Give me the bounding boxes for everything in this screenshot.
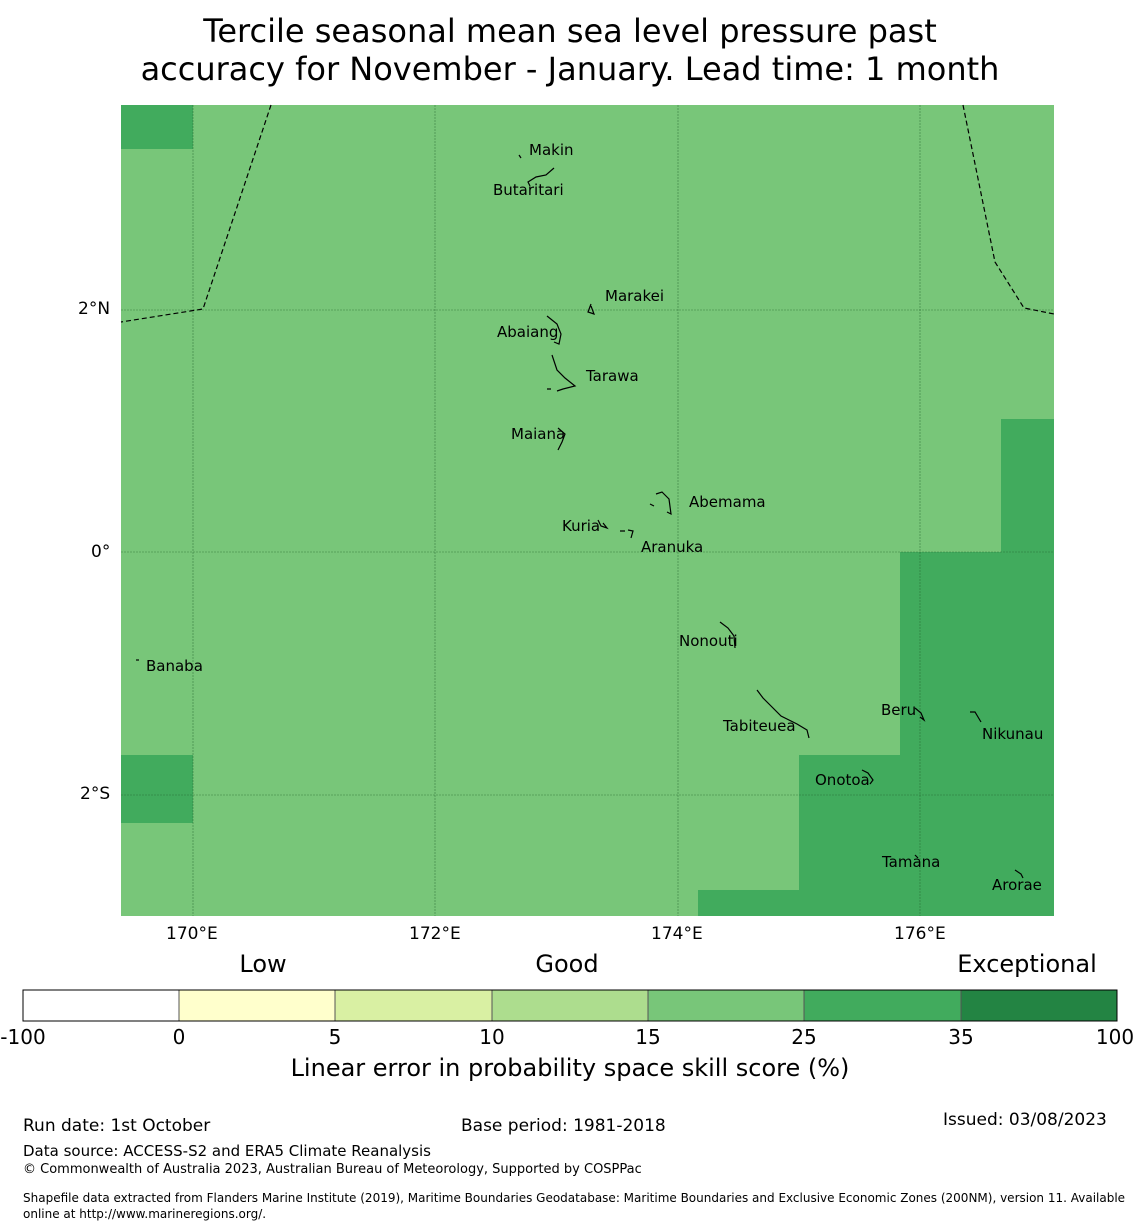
colorbar-segment	[492, 990, 648, 1021]
colorbar-segment	[804, 990, 961, 1021]
island-label-arorae: Arorae	[992, 876, 1042, 894]
abemama-outline	[649, 491, 672, 516]
lon-label-170e: 170°E	[166, 924, 218, 944]
nonouti-outline	[719, 621, 736, 649]
map-title-line-1: Tercile seasonal mean sea level pressure…	[203, 12, 937, 50]
island-label-tabiteuea: Tabiteuea	[723, 717, 796, 735]
colorbar-segment	[179, 990, 335, 1021]
onotoa-outline	[861, 769, 874, 785]
colorbar-segment	[335, 990, 492, 1021]
colorbar-outline	[22, 989, 1118, 1022]
colorbar-category-low: Low	[239, 950, 287, 978]
skill-cell-high	[121, 105, 193, 149]
tabiteuea-outline	[756, 689, 810, 739]
island-label-butaritari: Butaritari	[493, 181, 564, 199]
skill-cell-high	[799, 755, 1054, 916]
aranuka-outline	[620, 529, 634, 539]
butaritari-outline	[527, 167, 555, 187]
island-label-onotoa: Onotoa	[815, 771, 870, 789]
lat-label-2n: 2°N	[78, 299, 111, 319]
nikunau-outline	[970, 711, 982, 723]
makin-outline	[518, 154, 522, 159]
colorbar-tick-label: 100	[1095, 1025, 1135, 1049]
lat-label-2s: 2°S	[80, 784, 111, 804]
map-title: Tercile seasonal mean sea level pressure…	[0, 12, 1140, 88]
tarawa-outline	[547, 354, 577, 392]
skill-cell-high	[1001, 419, 1054, 552]
colorbar-category-good: Good	[535, 950, 599, 978]
copyright: © Commonwealth of Australia 2023, Austra…	[23, 1162, 642, 1177]
data-source: Data source: ACCESS-S2 and ERA5 Climate …	[23, 1142, 431, 1160]
colorbar-segment	[648, 990, 804, 1021]
island-label-tamana: Tamana	[882, 853, 941, 871]
island-label-makin: Makin	[529, 141, 574, 159]
shapefile-credit-line-2: online at http://www.marineregions.org/.	[23, 1207, 267, 1221]
colorbar-title: Linear error in probability space skill …	[290, 1054, 850, 1082]
lon-label-174e: 174°E	[651, 924, 703, 944]
island-label-aranuka: Aranuka	[641, 538, 704, 556]
eez-boundary-east	[962, 104, 1055, 315]
colorbar-segment	[23, 990, 179, 1021]
beru-outline	[914, 707, 926, 722]
abaiang-outline	[546, 315, 562, 345]
colorbar-tick-label: -100	[0, 1025, 46, 1049]
colorbar-tick-label: 0	[172, 1025, 186, 1049]
graticule	[121, 105, 1054, 916]
island-label-tarawa: Tarawa	[586, 367, 639, 385]
colorbar-tick-label: 25	[791, 1025, 817, 1049]
island-label-banaba: Banaba	[146, 657, 203, 675]
island-label-nonouti: Nonouti	[679, 632, 738, 650]
island-label-abemama: Abemama	[689, 493, 766, 511]
island-outlines	[136, 154, 1024, 879]
lat-label-0: 0°	[91, 542, 111, 562]
shapefile-credit-line-1: Shapefile data extracted from Flanders M…	[23, 1191, 1126, 1205]
kuria-outline	[597, 519, 609, 530]
colorbar-tick-label: 10	[479, 1025, 505, 1049]
island-label-maiana: Maiana	[511, 425, 566, 443]
island-label-nikunau: Nikunau	[982, 725, 1044, 743]
maiana-outline	[557, 427, 566, 451]
island-label-abaiang: Abaiang	[497, 323, 559, 341]
lon-label-176e: 176°E	[894, 924, 946, 944]
skill-cell-high	[698, 890, 799, 916]
base-period: Base period: 1981-2018	[461, 1116, 666, 1136]
colorbar-tick-label: 15	[635, 1025, 661, 1049]
island-label-marakei: Marakei	[605, 287, 665, 305]
colorbar-category-exceptional: Exceptional	[957, 950, 1097, 978]
lon-label-172e: 172°E	[409, 924, 461, 944]
run-date: Run date: 1st October	[23, 1116, 211, 1136]
eez-boundary	[120, 104, 1055, 323]
island-label-beru: Beru	[881, 701, 917, 719]
skill-cell-high	[121, 755, 193, 823]
colorbar	[22, 989, 1118, 1022]
colorbar-tick-label: 35	[948, 1025, 974, 1049]
colorbar-tick-label: 5	[328, 1025, 342, 1049]
skill-cell-high	[900, 552, 1054, 755]
arorae-outline	[1014, 869, 1024, 879]
marakei-outline	[587, 303, 596, 315]
colorbar-segment	[961, 990, 1117, 1021]
tamana-outline	[914, 854, 919, 859]
island-label-kuria: Kuria	[562, 517, 601, 535]
issued-date: Issued: 03/08/2023	[943, 1110, 1107, 1130]
map-title-line-2: accuracy for November - January. Lead ti…	[140, 50, 1000, 88]
